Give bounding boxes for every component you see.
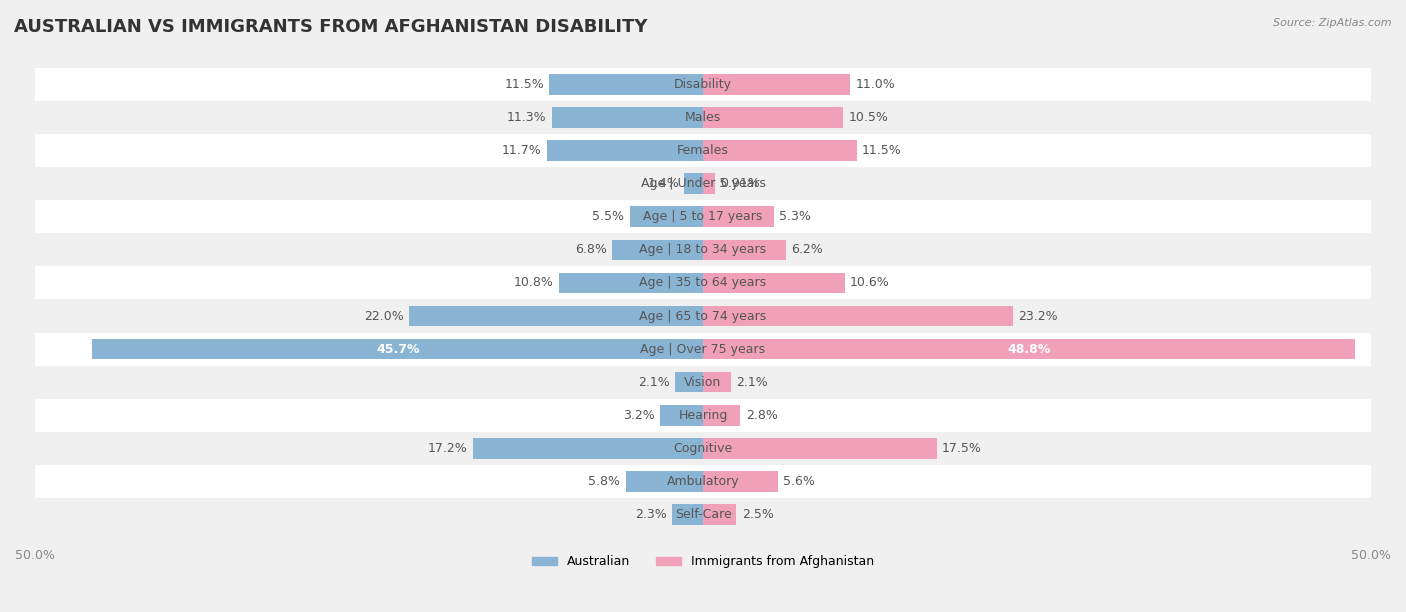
Text: 48.8%: 48.8% xyxy=(1007,343,1050,356)
Bar xyxy=(703,339,1355,359)
Text: 17.5%: 17.5% xyxy=(942,442,981,455)
Text: Females: Females xyxy=(678,144,728,157)
Text: Vision: Vision xyxy=(685,376,721,389)
Text: Source: ZipAtlas.com: Source: ZipAtlas.com xyxy=(1274,18,1392,28)
Text: 0.91%: 0.91% xyxy=(720,177,761,190)
Text: 23.2%: 23.2% xyxy=(1018,310,1057,323)
Bar xyxy=(35,399,1371,432)
Bar xyxy=(35,233,1371,266)
Text: 1.4%: 1.4% xyxy=(647,177,679,190)
Bar xyxy=(703,239,786,260)
Bar xyxy=(703,74,851,95)
Bar xyxy=(35,68,1371,101)
Text: 2.5%: 2.5% xyxy=(742,508,773,521)
Bar xyxy=(703,206,773,227)
Text: 11.0%: 11.0% xyxy=(855,78,896,91)
Bar xyxy=(661,405,703,425)
Bar xyxy=(35,266,1371,299)
Text: Age | Over 75 years: Age | Over 75 years xyxy=(641,343,765,356)
Bar xyxy=(550,74,703,95)
Bar xyxy=(35,465,1371,498)
Bar xyxy=(35,432,1371,465)
Bar xyxy=(35,365,1371,399)
Text: 2.3%: 2.3% xyxy=(636,508,666,521)
Bar xyxy=(703,405,741,425)
Bar xyxy=(703,504,737,525)
Bar xyxy=(703,173,716,194)
Text: 2.1%: 2.1% xyxy=(638,376,669,389)
Text: 10.6%: 10.6% xyxy=(851,277,890,289)
Bar xyxy=(703,471,778,492)
Text: 6.2%: 6.2% xyxy=(792,244,823,256)
Text: AUSTRALIAN VS IMMIGRANTS FROM AFGHANISTAN DISABILITY: AUSTRALIAN VS IMMIGRANTS FROM AFGHANISTA… xyxy=(14,18,648,36)
Legend: Australian, Immigrants from Afghanistan: Australian, Immigrants from Afghanistan xyxy=(527,550,879,573)
Text: 11.5%: 11.5% xyxy=(862,144,901,157)
Bar xyxy=(685,173,703,194)
Bar xyxy=(547,140,703,161)
Bar xyxy=(703,140,856,161)
Text: 3.2%: 3.2% xyxy=(623,409,655,422)
Bar xyxy=(672,504,703,525)
Bar xyxy=(675,372,703,392)
Text: 11.3%: 11.3% xyxy=(508,111,547,124)
Bar xyxy=(409,306,703,326)
Text: Self-Care: Self-Care xyxy=(675,508,731,521)
Text: Age | 5 to 17 years: Age | 5 to 17 years xyxy=(644,210,762,223)
Bar xyxy=(703,273,845,293)
Text: 2.1%: 2.1% xyxy=(737,376,768,389)
Text: Cognitive: Cognitive xyxy=(673,442,733,455)
Bar xyxy=(35,101,1371,134)
Text: 22.0%: 22.0% xyxy=(364,310,404,323)
Bar xyxy=(93,339,703,359)
Bar xyxy=(474,438,703,458)
Bar xyxy=(35,167,1371,200)
Bar xyxy=(703,372,731,392)
Bar xyxy=(703,107,844,128)
Bar xyxy=(612,239,703,260)
Text: Hearing: Hearing xyxy=(678,409,728,422)
Text: 10.5%: 10.5% xyxy=(849,111,889,124)
Bar xyxy=(35,200,1371,233)
Text: Ambulatory: Ambulatory xyxy=(666,475,740,488)
Bar xyxy=(630,206,703,227)
Bar xyxy=(35,498,1371,531)
Bar xyxy=(35,332,1371,365)
Text: 10.8%: 10.8% xyxy=(513,277,554,289)
Text: 6.8%: 6.8% xyxy=(575,244,607,256)
Text: 5.6%: 5.6% xyxy=(783,475,815,488)
Text: 2.8%: 2.8% xyxy=(745,409,778,422)
Bar xyxy=(35,299,1371,332)
Text: 5.8%: 5.8% xyxy=(588,475,620,488)
Text: 11.5%: 11.5% xyxy=(505,78,544,91)
Text: Age | 65 to 74 years: Age | 65 to 74 years xyxy=(640,310,766,323)
Bar xyxy=(553,107,703,128)
Bar xyxy=(703,306,1012,326)
Text: Males: Males xyxy=(685,111,721,124)
Text: 17.2%: 17.2% xyxy=(427,442,468,455)
Text: 5.5%: 5.5% xyxy=(592,210,624,223)
Text: 11.7%: 11.7% xyxy=(502,144,541,157)
Bar xyxy=(626,471,703,492)
Text: Age | Under 5 years: Age | Under 5 years xyxy=(641,177,765,190)
Text: Disability: Disability xyxy=(673,78,733,91)
Bar xyxy=(35,134,1371,167)
Text: Age | 35 to 64 years: Age | 35 to 64 years xyxy=(640,277,766,289)
Text: Age | 18 to 34 years: Age | 18 to 34 years xyxy=(640,244,766,256)
Bar xyxy=(703,438,936,458)
Text: 5.3%: 5.3% xyxy=(779,210,811,223)
Text: 45.7%: 45.7% xyxy=(375,343,419,356)
Bar xyxy=(558,273,703,293)
